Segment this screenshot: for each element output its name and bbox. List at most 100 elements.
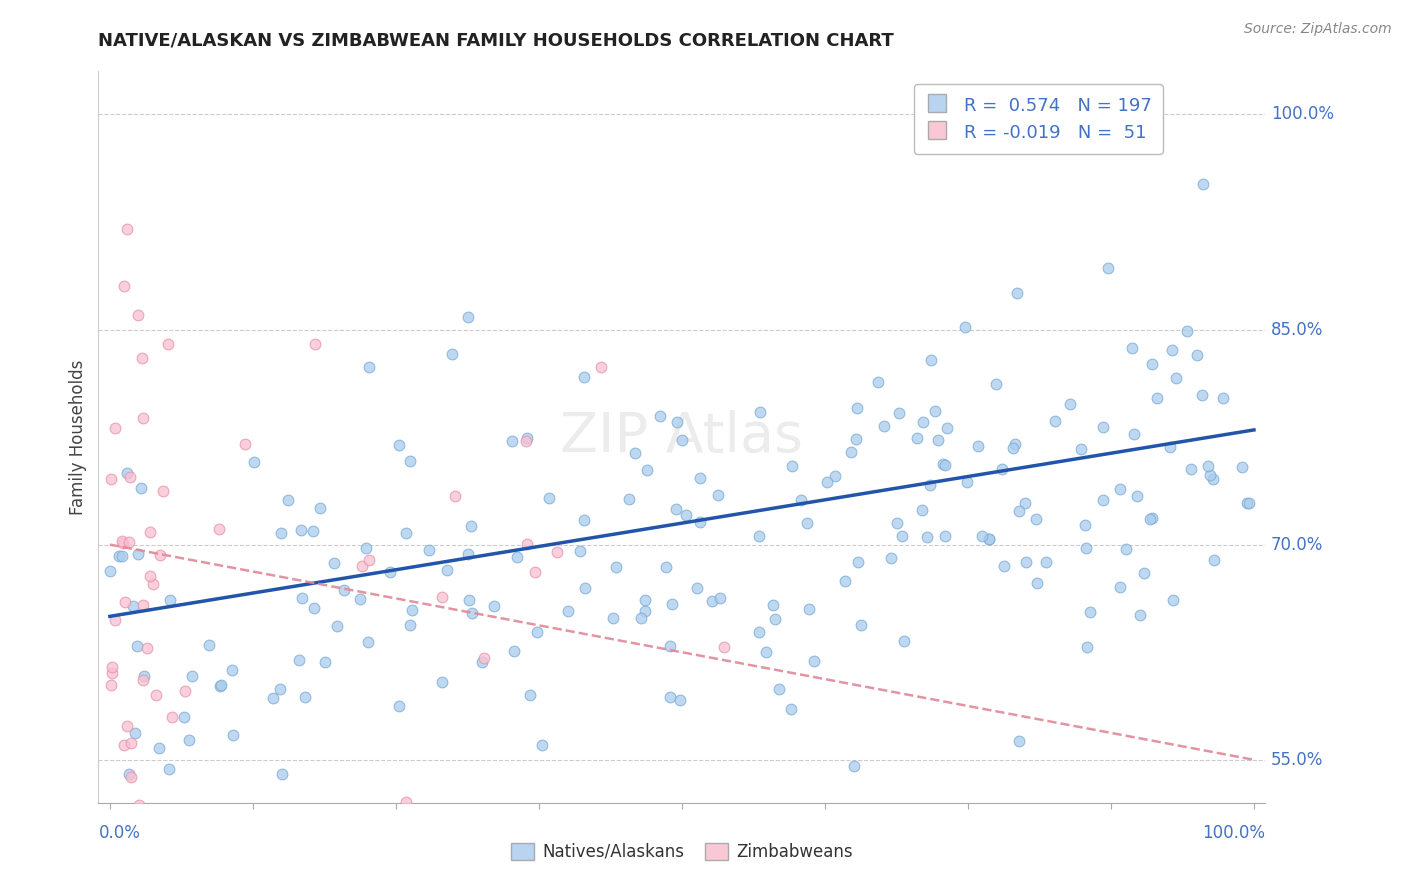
Point xyxy=(399,454,422,468)
Point xyxy=(1237,496,1260,510)
Point xyxy=(886,516,908,531)
Point xyxy=(305,881,328,892)
Point xyxy=(108,549,131,563)
Point xyxy=(557,604,579,618)
Point xyxy=(501,434,523,449)
Point xyxy=(104,613,127,627)
Point xyxy=(127,547,149,561)
Point xyxy=(654,559,676,574)
Point xyxy=(970,529,993,543)
Point xyxy=(349,592,371,607)
Point xyxy=(693,803,716,817)
Point xyxy=(1074,541,1097,555)
Point xyxy=(100,472,122,486)
Point xyxy=(920,353,942,368)
Point xyxy=(221,728,243,742)
Point xyxy=(131,351,153,366)
Point xyxy=(1074,518,1097,533)
Text: 85.0%: 85.0% xyxy=(1271,320,1323,339)
Point xyxy=(1078,605,1101,619)
Point xyxy=(516,536,538,550)
Text: 100.0%: 100.0% xyxy=(1202,824,1265,842)
Point xyxy=(115,719,138,733)
Point xyxy=(112,279,135,293)
Point xyxy=(755,645,778,659)
Point xyxy=(748,625,770,640)
Point xyxy=(243,455,266,469)
Point xyxy=(689,471,711,485)
Point xyxy=(844,758,866,772)
Point xyxy=(1001,441,1024,455)
Point xyxy=(979,533,1001,547)
Point xyxy=(636,463,658,477)
Point xyxy=(484,599,506,613)
Point xyxy=(619,491,641,506)
Point xyxy=(1175,324,1198,338)
Point xyxy=(114,595,136,609)
Point xyxy=(1007,504,1029,518)
Point xyxy=(157,762,180,776)
Point xyxy=(1005,286,1028,301)
Point xyxy=(291,591,314,606)
Point xyxy=(675,508,697,522)
Point xyxy=(1185,348,1208,362)
Point xyxy=(1160,343,1182,357)
Point xyxy=(503,643,526,657)
Point xyxy=(270,767,292,781)
Point xyxy=(956,475,979,489)
Point xyxy=(269,682,291,697)
Point xyxy=(932,457,955,471)
Point xyxy=(117,535,139,549)
Point xyxy=(780,702,803,716)
Point xyxy=(905,431,928,445)
Point xyxy=(458,592,481,607)
Point xyxy=(304,336,326,351)
Point xyxy=(665,415,688,429)
Point xyxy=(602,611,624,625)
Point xyxy=(208,522,231,536)
Point xyxy=(290,524,312,538)
Point xyxy=(934,528,956,542)
Point xyxy=(262,690,284,705)
Point xyxy=(208,679,231,693)
Point xyxy=(1202,472,1225,486)
Point xyxy=(128,798,150,813)
Point xyxy=(398,617,420,632)
Point xyxy=(780,459,803,474)
Point xyxy=(762,598,785,612)
Point xyxy=(979,532,1001,546)
Point xyxy=(333,583,356,598)
Point xyxy=(395,525,418,540)
Point xyxy=(1004,437,1026,451)
Point xyxy=(112,738,135,752)
Point xyxy=(160,710,183,724)
Point xyxy=(430,590,453,604)
Point xyxy=(824,468,846,483)
Point xyxy=(124,726,146,740)
Point xyxy=(796,516,818,530)
Point xyxy=(839,444,862,458)
Point xyxy=(709,591,731,606)
Point xyxy=(1059,397,1081,411)
Point xyxy=(388,438,411,452)
Point xyxy=(232,883,254,892)
Point xyxy=(357,635,380,649)
Point xyxy=(115,222,138,236)
Point xyxy=(179,733,201,747)
Point xyxy=(634,604,657,618)
Point xyxy=(322,557,344,571)
Point xyxy=(790,493,813,508)
Point xyxy=(1025,576,1047,591)
Point xyxy=(1014,496,1036,510)
Point xyxy=(359,553,381,567)
Point xyxy=(515,434,537,448)
Point xyxy=(910,502,932,516)
Point xyxy=(314,655,336,669)
Point xyxy=(104,421,127,435)
Point xyxy=(935,421,957,435)
Text: 100.0%: 100.0% xyxy=(1271,105,1334,123)
Point xyxy=(444,489,467,503)
Point xyxy=(630,611,652,625)
Point xyxy=(927,433,949,447)
Point xyxy=(572,513,595,527)
